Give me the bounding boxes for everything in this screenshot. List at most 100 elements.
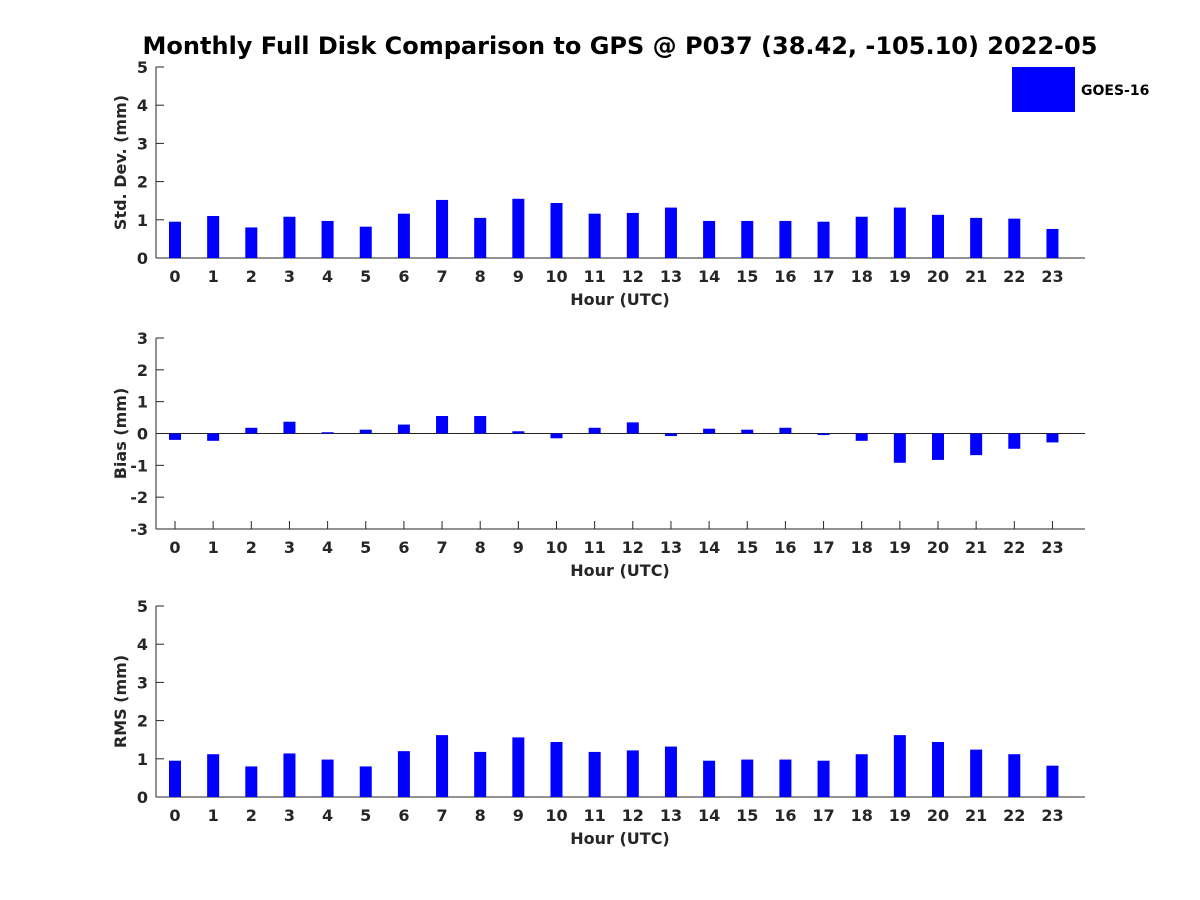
bar-hour-1 [207,433,220,441]
legend-label: GOES-16 [1081,83,1149,99]
x-tick-label: 13 [660,538,682,557]
x-tick-label: 11 [584,538,606,557]
x-tick-label: 8 [475,538,486,557]
bar-hour-4 [321,759,334,797]
bar-hour-18 [855,433,868,441]
x-tick-label: 11 [584,806,606,825]
x-tick-label: 1 [208,806,219,825]
bar-hour-15 [741,220,754,258]
x-tick-label: 14 [698,538,720,557]
x-tick-label: 21 [965,538,987,557]
x-tick-label: 17 [812,806,834,825]
bar-hour-20 [932,214,944,258]
bar-hour-17 [817,760,830,797]
x-tick-label: 13 [660,806,682,825]
bar-hour-13 [664,746,677,797]
bar-hour-19 [893,207,906,258]
y-tick-label: 3 [137,673,148,692]
y-tick-label: 5 [137,597,148,616]
bar-hour-0 [169,433,181,440]
x-tick-label: 20 [927,806,949,825]
bar-hour-12 [626,422,639,434]
x-tick-label: 19 [889,538,911,557]
x-tick-label: 9 [513,806,524,825]
bar-hour-23 [1046,433,1059,443]
x-tick-label: 6 [398,806,409,825]
x-tick-label: 15 [736,538,758,557]
bar-hour-7 [436,199,449,258]
x-tick-label: 22 [1003,538,1025,557]
x-tick-label: 6 [398,538,409,557]
x-tick-label: 17 [812,267,834,286]
x-tick-label: 17 [812,538,834,557]
y-tick-label: -3 [130,520,148,539]
y-tick-label: 0 [137,425,148,444]
x-tick-label: 8 [475,806,486,825]
x-tick-label: 19 [889,806,911,825]
bar-hour-11 [588,213,601,258]
x-tick-label: 4 [322,538,333,557]
x-tick-label: 0 [169,806,180,825]
bar-hour-2 [245,427,258,434]
bar-hour-4 [321,220,334,258]
x-tick-label: 23 [1041,538,1063,557]
bar-hour-9 [512,198,525,258]
x-tick-label: 9 [513,538,524,557]
x-tick-label: 0 [169,267,180,286]
y-axis-label: Std. Dev. (mm) [111,95,130,230]
bar-hour-17 [817,433,830,436]
bar-hour-18 [855,216,868,258]
x-tick-label: 22 [1003,267,1025,286]
x-tick-label: 9 [513,267,524,286]
bar-hour-11 [588,751,601,797]
chart-title: Monthly Full Disk Comparison to GPS @ P0… [143,32,1098,60]
x-tick-label: 14 [698,806,720,825]
bar-hour-16 [779,220,792,258]
bar-hour-22 [1008,754,1021,797]
bar-hour-6 [397,751,410,797]
x-tick-label: 23 [1041,267,1063,286]
y-axis-label: Bias (mm) [111,388,130,480]
bar-hour-21 [970,433,983,456]
bar-hour-8 [474,217,487,258]
bar-hour-14 [703,760,716,797]
x-tick-label: 20 [927,267,949,286]
bar-hour-23 [1046,228,1059,258]
x-tick-label: 12 [622,267,644,286]
bar-hour-8 [474,751,487,797]
bar-hour-14 [703,220,716,258]
bar-hour-8 [474,415,487,434]
bar-hour-16 [779,759,792,797]
x-tick-label: 18 [851,267,873,286]
x-tick-label: 1 [208,267,219,286]
x-tick-label: 3 [284,538,295,557]
x-tick-label: 4 [322,806,333,825]
bar-hour-19 [893,735,906,797]
x-tick-label: 1 [208,538,219,557]
y-tick-label: 5 [137,58,148,77]
bar-hour-1 [207,754,220,797]
bar-hour-0 [169,221,181,258]
x-tick-label: 7 [436,538,447,557]
bar-hour-19 [893,433,906,463]
x-tick-label: 16 [774,267,796,286]
y-tick-label: -2 [130,488,148,507]
y-tick-label: 0 [137,788,148,807]
x-tick-label: 3 [284,267,295,286]
legend: GOES-16 [1012,67,1149,112]
bar-hour-12 [626,750,639,797]
bar-hour-2 [245,227,258,258]
x-tick-label: 11 [584,267,606,286]
x-tick-label: 21 [965,806,987,825]
bar-hour-20 [932,741,944,797]
x-tick-label: 22 [1003,806,1025,825]
bar-hour-13 [664,207,677,258]
x-tick-label: 6 [398,267,409,286]
bar-hour-15 [741,429,754,434]
bar-hour-1 [207,215,220,258]
bar-hour-13 [664,433,677,437]
